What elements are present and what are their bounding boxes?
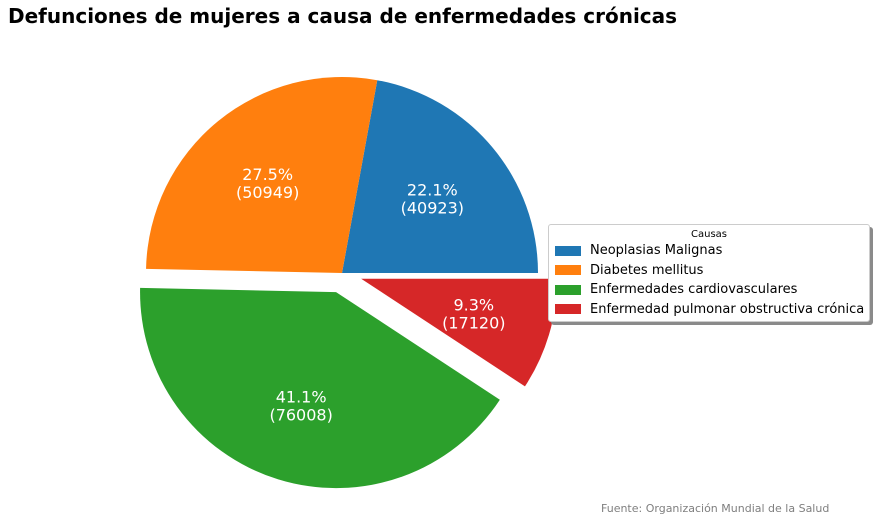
slice-value-label: (50949) xyxy=(236,183,299,202)
pie-slice-enfermedades-cardiovasculares xyxy=(140,287,500,489)
legend-label: Neoplasias Malignas xyxy=(590,243,723,259)
legend-item-cardiovasculares: Enfermedades cardiovasculares xyxy=(549,280,869,300)
slice-value-label: (40923) xyxy=(401,199,464,218)
slice-percent-label: 22.1% xyxy=(407,181,458,200)
slice-value-label: (76008) xyxy=(269,405,332,424)
slice-percent-label: 9.3% xyxy=(453,295,494,314)
chart-title: Defunciones de mujeres a causa de enferm… xyxy=(8,4,678,28)
legend-title: Causas xyxy=(691,229,727,240)
source-note: Fuente: Organización Mundial de la Salud xyxy=(601,502,830,515)
legend-swatch xyxy=(555,265,581,276)
legend-item-diabetes: Diabetes mellitus xyxy=(549,261,869,281)
legend-label: Enfermedad pulmonar obstructiva crónica xyxy=(590,301,865,317)
legend-label: Enfermedades cardiovasculares xyxy=(590,282,798,298)
slice-percent-label: 41.1% xyxy=(276,387,327,406)
slice-percent-label: 27.5% xyxy=(242,165,293,184)
pie-slice-diabetes-mellitus xyxy=(146,77,378,274)
legend-swatch xyxy=(555,245,581,256)
legend-swatch xyxy=(555,304,581,315)
slice-value-label: (17120) xyxy=(442,313,505,332)
legend-item-epoc: Enfermedad pulmonar obstructiva crónica xyxy=(549,300,869,320)
pie-slice-enfermedad-pulmonar-obstructiva-cronica xyxy=(361,278,558,387)
legend-label: Diabetes mellitus xyxy=(590,262,704,278)
legend-item-neoplasias: Neoplasias Malignas xyxy=(549,241,869,261)
legend-swatch xyxy=(555,284,581,295)
legend: Causas Neoplasias Malignas Diabetes mell… xyxy=(548,224,870,322)
pie-slice-neoplasias-malignas xyxy=(342,80,538,273)
